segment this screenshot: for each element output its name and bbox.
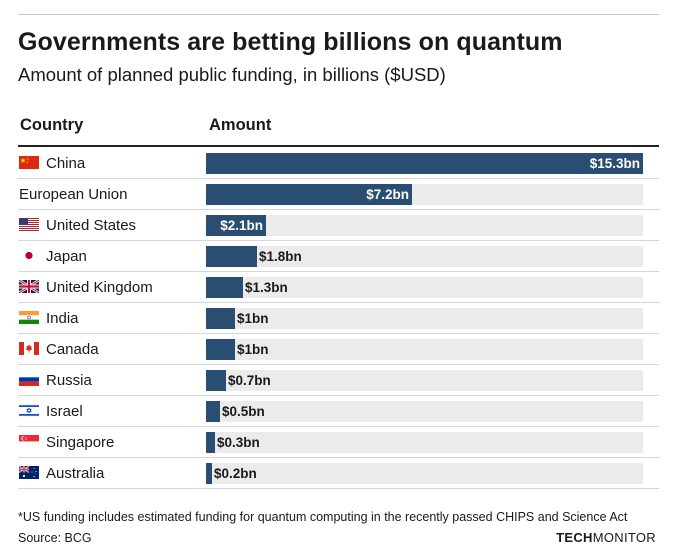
- bar-row: European Union $7.2bn: [18, 179, 659, 210]
- value-label: $1.8bn: [259, 249, 302, 264]
- value-label: $0.7bn: [228, 373, 271, 388]
- bar-track: $1.3bn: [206, 277, 643, 298]
- row-divider: [18, 178, 659, 179]
- source-note: Source: BCG: [18, 531, 92, 545]
- logo-tech: TECH: [556, 530, 593, 545]
- canada-flag-icon: [19, 342, 39, 355]
- bar-row: Canada $1bn: [18, 334, 659, 365]
- value-label: $0.5bn: [222, 404, 265, 419]
- country-label: United States: [46, 217, 137, 234]
- bar-row: United Kingdom $1.3bn: [18, 272, 659, 303]
- country-label: Singapore: [46, 434, 115, 451]
- value-label: $2.1bn: [220, 218, 263, 233]
- value-label: $1bn: [237, 342, 269, 357]
- row-divider: [18, 302, 659, 303]
- country-label: European Union: [19, 186, 128, 203]
- chart-title: Governments are betting billions on quan…: [18, 28, 563, 56]
- bar-track: $1bn: [206, 308, 643, 329]
- bar-row: United States $2.1bn: [18, 210, 659, 241]
- row-divider: [18, 333, 659, 334]
- bar-track: $0.2bn: [206, 463, 643, 484]
- bar: [206, 308, 235, 329]
- country-label: United Kingdom: [46, 279, 153, 296]
- bar: [206, 215, 266, 236]
- country-label: Israel: [46, 403, 83, 420]
- bar-row: China $15.3bn: [18, 148, 659, 179]
- bar-track: $2.1bn: [206, 215, 643, 236]
- country-label: Canada: [46, 341, 99, 358]
- country-label: Japan: [46, 248, 87, 265]
- bar-track: $7.2bn: [206, 184, 643, 205]
- row-divider: [18, 395, 659, 396]
- bar: [206, 153, 643, 174]
- logo-monitor: MONITOR: [592, 530, 656, 545]
- bar-track: $15.3bn: [206, 153, 643, 174]
- bar-track: $0.5bn: [206, 401, 643, 422]
- country-label: India: [46, 310, 79, 327]
- footnote: *US funding includes estimated funding f…: [18, 510, 628, 524]
- japan-flag-icon: [19, 249, 39, 262]
- russia-flag-icon: [19, 373, 39, 386]
- header-divider: [18, 145, 659, 147]
- country-label: Australia: [46, 465, 105, 482]
- australia-flag-icon: [19, 466, 39, 479]
- country-label: China: [46, 155, 86, 172]
- bar-row: India $1bn: [18, 303, 659, 334]
- value-label: $1bn: [237, 311, 269, 326]
- column-header-country: Country: [20, 116, 84, 134]
- bar-row: Singapore $0.3bn: [18, 427, 659, 458]
- country-label: Russia: [46, 372, 92, 389]
- bar-row: Australia $0.2bn: [18, 458, 659, 489]
- singapore-flag-icon: [19, 435, 39, 448]
- value-label: $15.3bn: [589, 156, 640, 171]
- top-divider: [18, 14, 659, 15]
- bar-track: $1bn: [206, 339, 643, 360]
- bar-track: $0.7bn: [206, 370, 643, 391]
- value-label: $0.2bn: [214, 466, 257, 481]
- bar: [206, 184, 412, 205]
- bar: [206, 370, 226, 391]
- us-flag-icon: [19, 218, 39, 231]
- bar-row: Japan $1.8bn: [18, 241, 659, 272]
- column-header-amount: Amount: [209, 116, 272, 134]
- value-label: $1.3bn: [245, 280, 288, 295]
- chart-subtitle: Amount of planned public funding, in bil…: [18, 64, 446, 85]
- bar-row: Israel $0.5bn: [18, 396, 659, 427]
- tech-monitor-logo: TECHMONITOR: [556, 530, 656, 545]
- row-divider: [18, 240, 659, 241]
- india-flag-icon: [19, 311, 39, 324]
- row-divider: [18, 457, 659, 458]
- bar-track: $0.3bn: [206, 432, 643, 453]
- row-divider: [18, 271, 659, 272]
- value-label: $7.2bn: [366, 187, 409, 202]
- row-divider: [18, 209, 659, 210]
- bar: [206, 432, 215, 453]
- bar: [206, 277, 243, 298]
- china-flag-icon: [19, 156, 39, 169]
- row-divider: [18, 426, 659, 427]
- israel-flag-icon: [19, 404, 39, 417]
- bar: [206, 246, 257, 267]
- value-label: $0.3bn: [217, 435, 260, 450]
- row-divider: [18, 364, 659, 365]
- bar: [206, 339, 235, 360]
- uk-flag-icon: [19, 280, 39, 293]
- row-divider: [18, 488, 659, 489]
- bar-track: $1.8bn: [206, 246, 643, 267]
- bar: [206, 463, 212, 484]
- bar-row: Russia $0.7bn: [18, 365, 659, 396]
- bar: [206, 401, 220, 422]
